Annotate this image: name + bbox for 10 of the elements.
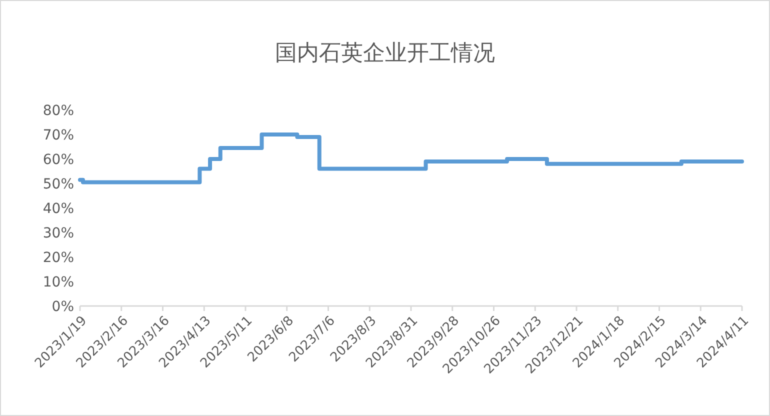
chart-title: 国内石英企业开工情况: [275, 41, 495, 66]
y-tick-label: 20%: [42, 250, 74, 266]
y-tick-label: 0%: [52, 298, 74, 315]
y-tick-label: 60%: [42, 152, 74, 168]
y-tick-label: 70%: [42, 127, 74, 144]
y-tick-label: 10%: [42, 274, 74, 290]
y-tick-label: 80%: [42, 102, 74, 119]
y-tick-label: 30%: [42, 225, 74, 242]
y-tick-label: 50%: [42, 176, 74, 192]
y-tick-label: 40%: [42, 200, 74, 217]
